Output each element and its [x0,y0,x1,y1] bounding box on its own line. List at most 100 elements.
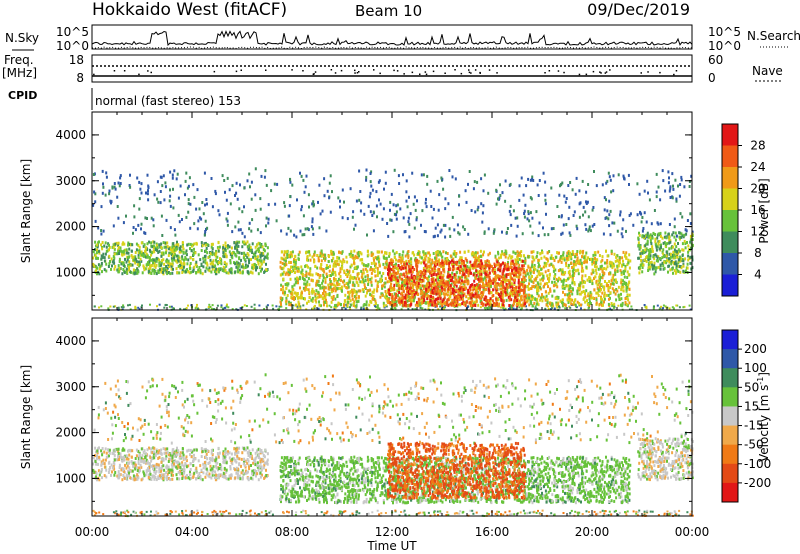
scatter-cell [569,251,572,255]
scatter-cell [114,265,117,268]
scatter-cell [547,308,550,310]
scatter-cell [538,270,541,274]
scatter-cell [204,258,207,262]
scatter-cell [388,279,391,283]
scatter-cell [371,214,374,217]
scatter-cell [255,264,257,267]
scatter-cell [525,184,528,188]
scatter-cell [628,293,631,297]
scatter-cell [387,301,390,305]
scatter-cell [380,250,383,254]
scatter-cell [138,207,141,211]
scatter-cell [629,212,632,216]
scatter-cell [165,249,168,253]
scatter-cell [539,278,542,282]
scatter-cell [510,223,513,227]
scatter-cell [307,288,310,292]
scatter-cell [320,267,323,271]
scatter-cell [435,273,438,277]
scatter-cell [512,209,515,213]
scatter-cell [622,289,625,293]
scatter-cell [293,267,296,271]
scatter-cell [132,231,134,235]
scatter-cell [421,307,424,310]
scatter-cell [662,179,665,183]
scatter-cell [541,251,544,255]
scatter-cell [552,227,555,230]
scatter-cell [594,275,597,279]
scatter-cell [565,279,568,282]
scatter-cell [98,249,101,253]
scatter-cell [266,252,269,256]
scatter-cell [372,210,375,214]
scatter-cell [254,254,257,258]
scatter-cell [378,257,381,261]
scatter-cell [382,304,385,308]
scatter-cell [310,298,313,302]
scatter-cell [557,296,560,300]
scatter-cell [498,264,501,268]
scatter-cell [302,304,305,307]
scatter-cell [128,263,131,267]
scatter-cell [617,294,620,298]
scatter-cell [540,267,543,271]
scatter-cell [562,272,565,276]
scatter-cell [303,288,306,292]
scatter-cell [567,265,570,269]
scatter-cell [539,282,542,286]
scatter-cell [436,179,439,183]
scatter-cell [412,299,415,303]
scatter-cell [475,276,478,280]
scatter-cell [241,263,244,267]
scatter-cell [138,263,141,267]
scatter-cell [551,280,554,284]
scatter-cell [397,174,400,178]
scatter-cell [609,178,612,182]
scatter-cell [94,192,97,196]
scatter-cell [563,256,566,260]
scatter-cell [320,259,323,263]
scatter-cell [325,229,328,233]
scatter-cell [246,252,249,255]
scatter-cell [355,304,358,308]
scatter-cell [365,178,368,182]
scatter-cell [377,271,379,275]
scatter-cell [558,305,560,308]
scatter-cell [378,262,381,266]
scatter-cell [612,174,615,178]
scatter-cell [415,216,418,220]
scatter-cell [92,173,95,176]
scatter-cell [489,306,491,309]
scatter-cell [259,244,262,248]
scatter-cell [290,292,293,296]
scatter-cell [354,254,357,258]
scatter-cell [287,226,290,230]
scatter-cell [250,229,253,233]
scatter-cell [97,241,100,245]
scatter-cell [487,191,490,195]
scatter-cell [305,308,308,311]
scatter-cell [576,259,579,263]
scatter-cell [176,247,178,251]
scatter-cell [336,295,339,298]
scatter-cell [484,303,487,307]
scatter-cell [395,267,398,270]
scatter-cell [591,282,594,286]
scatter-cell [547,269,550,272]
scatter-cell [484,299,487,303]
scatter-cell [424,201,427,205]
scatter-cell [403,274,406,278]
scatter-cell [400,261,403,265]
scatter-cell [340,285,343,289]
scatter-cell [316,254,319,257]
scatter-cell [220,304,223,307]
scatter-cell [120,306,123,309]
scatter-cell [611,264,614,268]
scatter-cell [438,250,441,254]
scatter-cell [144,250,147,253]
scatter-cell [522,254,525,258]
scatter-cell [152,218,155,222]
scatter-cell [609,209,612,213]
scatter-cell [201,243,204,247]
scatter-cell [560,260,563,264]
